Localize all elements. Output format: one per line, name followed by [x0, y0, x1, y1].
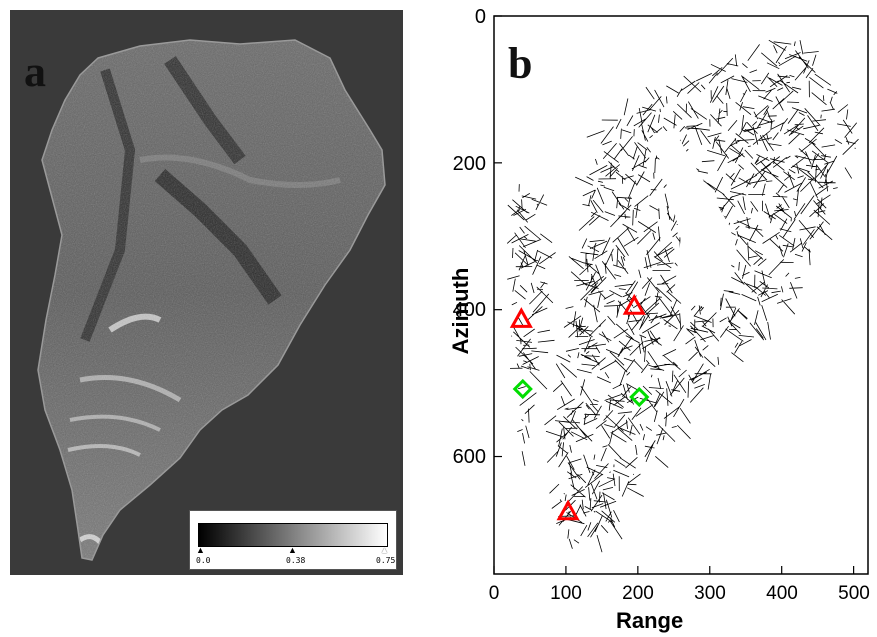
colorbar-legend: ▲ ▲ ▲ 0.0 0.38 0.75: [189, 510, 397, 570]
triangulation-network: [506, 39, 859, 553]
triangle-marker: [509, 307, 533, 328]
network-gap: [652, 129, 732, 310]
triangle-marker: [556, 499, 580, 521]
y-tick-label: 0: [474, 6, 486, 28]
panel-a-sar-image: a ▲ ▲ ▲ 0.0 0.38 0.75: [10, 10, 403, 575]
colorbar-tick-mark: ▲: [288, 545, 297, 555]
panel-b-network-plot: b 0 200 400 600 0 100 200 300 400 500 Az…: [416, 0, 877, 637]
network-edges: [506, 39, 859, 553]
x-tick-label: 400: [766, 583, 798, 604]
y-tick-label: 400: [452, 299, 486, 321]
network-plot-area: [493, 15, 869, 575]
colorbar-tick-mark: ▲: [380, 545, 389, 555]
diamond-marker: [629, 386, 650, 408]
colorbar-tick-label: 0.38: [286, 556, 306, 565]
colorbar-tick-label: 0.0: [196, 556, 211, 565]
panel-a-label: a: [24, 47, 46, 96]
y-tick-label: 200: [452, 153, 486, 175]
panel-b-label: b: [508, 39, 533, 88]
diamond-marker: [512, 378, 533, 400]
colorbar-tick-mark: ▲: [196, 545, 205, 555]
marker-group: [509, 293, 650, 521]
x-axis-label: Range: [616, 608, 684, 633]
x-tick-label: 0: [488, 583, 500, 604]
x-tick-label: 300: [694, 583, 726, 604]
x-tick-label: 200: [622, 583, 654, 604]
x-tick-label: 100: [550, 583, 582, 604]
island-intensity-image: [10, 10, 403, 575]
y-axis-label: Azimuth: [448, 267, 473, 355]
colorbar-tick-label: 0.75: [376, 556, 396, 565]
x-tick-label: 500: [838, 583, 870, 604]
colorbar-gradient: [198, 523, 388, 547]
axis-ticks: [493, 15, 855, 574]
triangle-marker: [622, 293, 646, 315]
y-tick-label: 600: [452, 446, 486, 468]
